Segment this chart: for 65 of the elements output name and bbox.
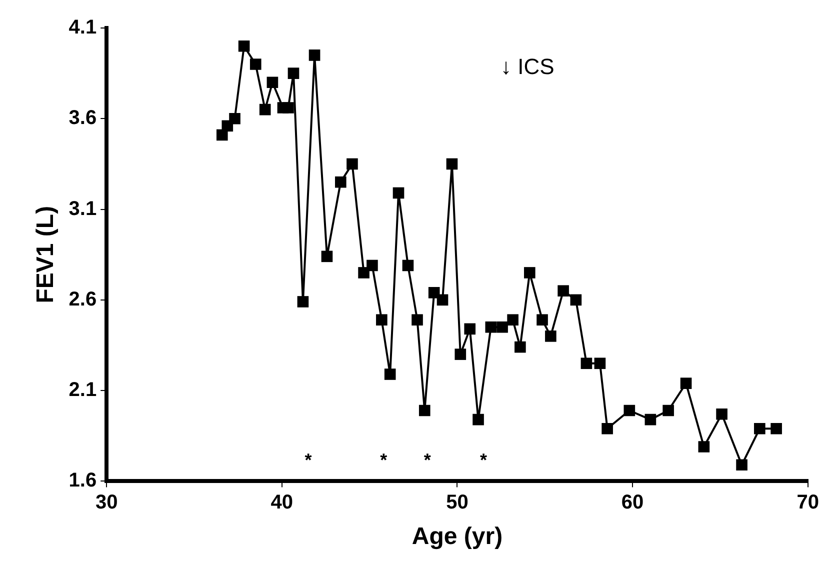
point — [418, 404, 430, 416]
annotation: * — [380, 450, 388, 470]
point — [250, 58, 262, 70]
point — [454, 348, 466, 360]
annotation: * — [304, 450, 312, 470]
point — [662, 404, 674, 416]
annotation: ↓ ICS — [500, 54, 554, 80]
point — [485, 321, 497, 333]
point — [580, 358, 592, 370]
point — [412, 314, 423, 326]
point — [436, 294, 448, 306]
point — [680, 378, 692, 389]
point — [297, 296, 309, 308]
point — [770, 422, 782, 434]
annotation: * — [424, 450, 431, 470]
y-tick-label: 1.6 — [68, 470, 97, 492]
point — [496, 321, 508, 333]
point — [594, 358, 606, 370]
x-tick-label: 40 — [270, 492, 294, 514]
point — [392, 187, 404, 199]
point — [698, 441, 710, 452]
x-axis-title: Age (yr) — [412, 523, 503, 550]
annotation: * — [480, 450, 488, 470]
point — [308, 50, 320, 61]
point — [570, 294, 582, 306]
point — [716, 408, 728, 420]
x-tick-label: 50 — [446, 492, 468, 514]
y-tick-label: 4.1 — [68, 16, 97, 39]
point — [288, 68, 300, 79]
x-tick-label: 60 — [621, 492, 644, 514]
y-tick-label: 3.6 — [68, 107, 97, 130]
point — [321, 250, 333, 262]
y-tick-label: 3.1 — [68, 198, 97, 220]
point — [536, 314, 548, 326]
point — [514, 341, 526, 353]
point — [346, 158, 358, 170]
y-tick-label: 2.6 — [68, 288, 97, 310]
point — [238, 40, 250, 52]
point — [464, 323, 476, 335]
point — [558, 285, 569, 297]
point — [644, 414, 656, 426]
point — [358, 267, 370, 278]
y-axis-title: FEV1 (L) — [32, 206, 60, 304]
point — [524, 267, 536, 278]
point — [624, 404, 636, 416]
point — [266, 76, 278, 88]
point — [282, 102, 294, 114]
point — [376, 314, 388, 326]
point — [366, 260, 378, 272]
point — [402, 260, 414, 272]
point — [229, 112, 240, 124]
point — [545, 330, 556, 342]
point — [446, 158, 458, 170]
point — [507, 314, 518, 326]
x-tick-label: 30 — [95, 492, 118, 514]
point — [334, 176, 346, 188]
point — [472, 414, 484, 426]
y-tick-label: 2.1 — [68, 379, 97, 402]
point — [384, 368, 396, 380]
point — [754, 422, 766, 434]
point — [736, 459, 748, 471]
x-tick-label: 70 — [796, 492, 819, 514]
point — [428, 287, 440, 298]
point — [602, 422, 613, 434]
point — [259, 104, 271, 116]
